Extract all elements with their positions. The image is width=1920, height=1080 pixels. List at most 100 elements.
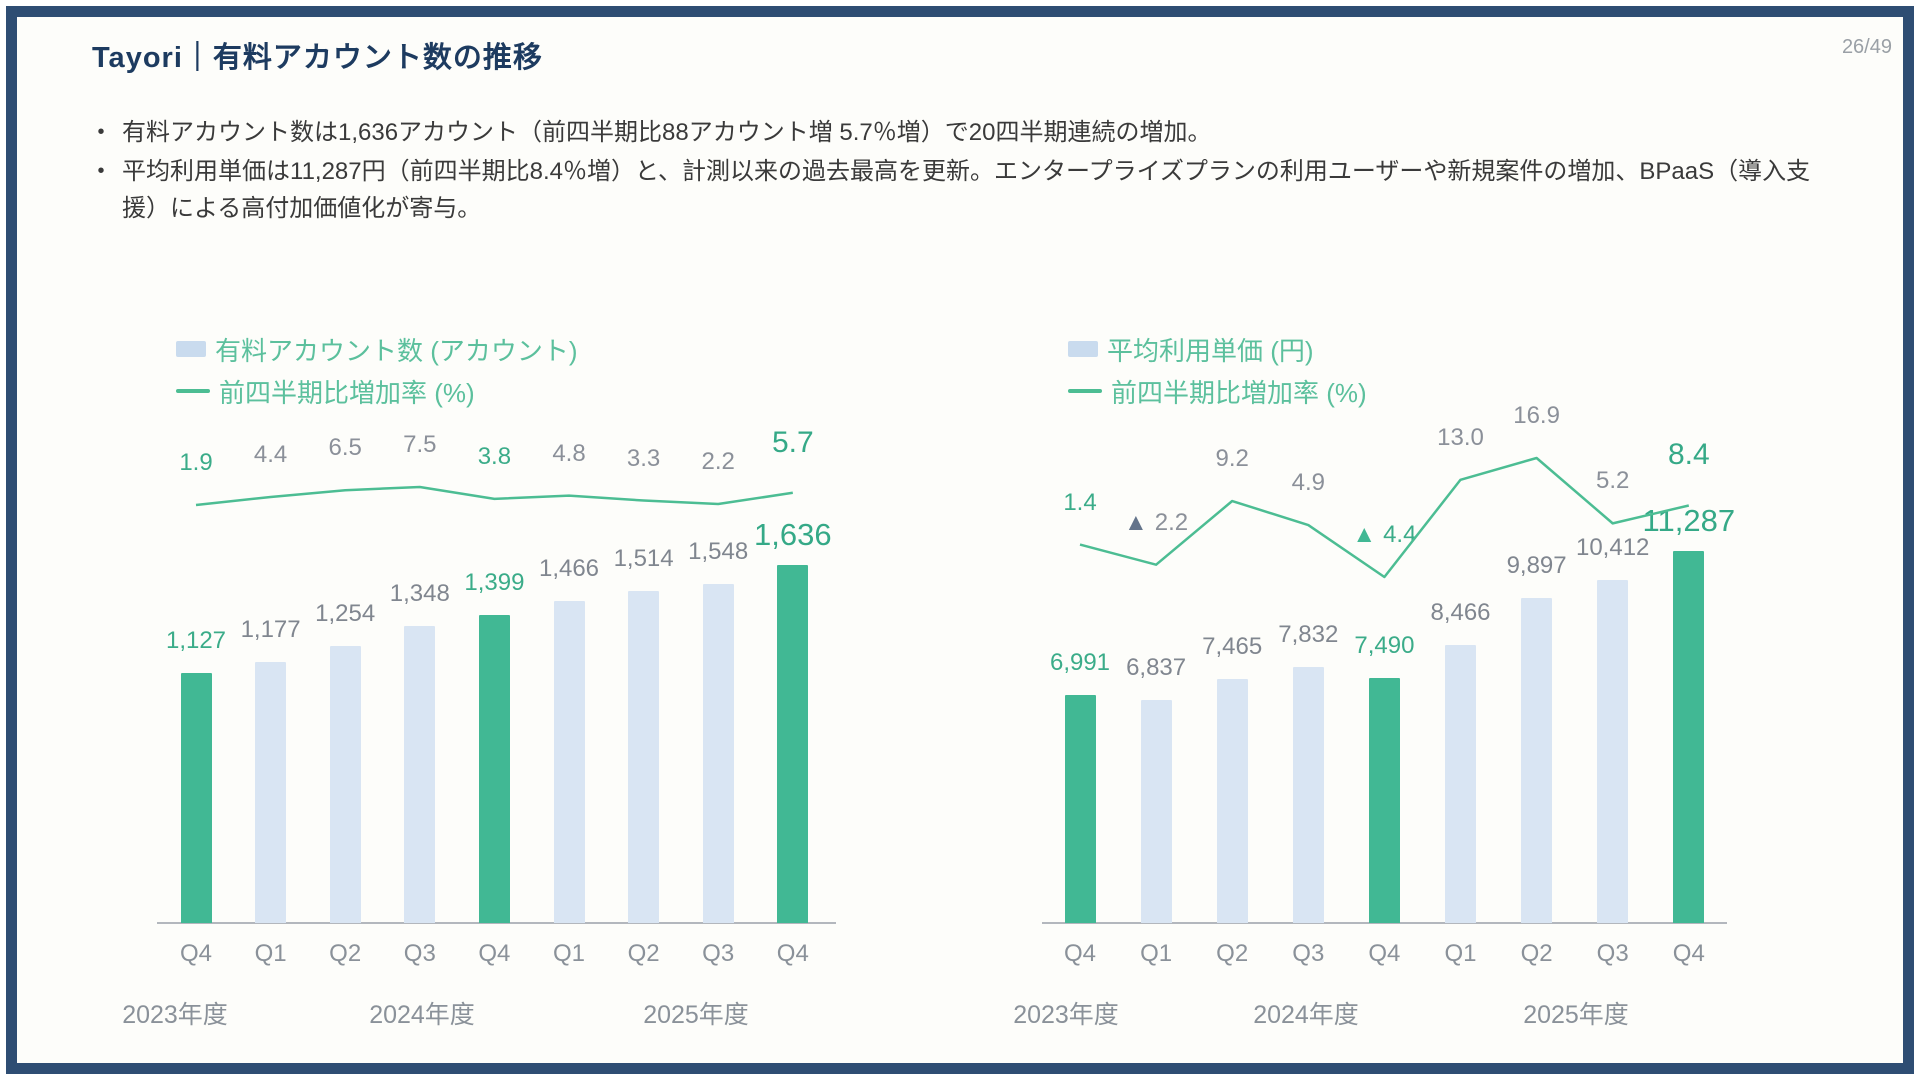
legend-label: 平均利用単価 (円) bbox=[1107, 335, 1314, 366]
price-bar-Q1 bbox=[1140, 700, 1172, 923]
accounts-bar-Q1 bbox=[255, 662, 287, 923]
price-bar-value: 8,466 bbox=[1430, 599, 1491, 627]
accounts-quarter-label: Q2 bbox=[627, 940, 660, 967]
legend-label: 有料アカウント数 (アカウント) bbox=[215, 335, 578, 366]
accounts-bar-value: 1,548 bbox=[688, 537, 749, 565]
accounts-bar-Q4 bbox=[180, 673, 212, 923]
accounts-year-label: 2024年度 bbox=[369, 1001, 475, 1029]
price-growth-value: 16.9 bbox=[1513, 402, 1560, 430]
price-bar-Q4 bbox=[1368, 678, 1400, 923]
growth-value-text: 8.4 bbox=[1667, 438, 1710, 472]
accounts-bar-value: 1,348 bbox=[389, 580, 450, 608]
price-quarter-label: Q3 bbox=[1292, 940, 1325, 967]
negative-triangle-icon: ▲ bbox=[1124, 508, 1148, 536]
price-quarter-label: Q4 bbox=[1063, 940, 1097, 967]
price-bar-Q3 bbox=[1292, 666, 1324, 923]
price-quarter-label: Q3 bbox=[1596, 940, 1629, 967]
price-year-label: 2023年度 bbox=[1013, 1001, 1119, 1029]
price-growth-value: ▲ 2.2 bbox=[1124, 509, 1188, 537]
accounts-bar-value: 1,514 bbox=[613, 544, 674, 572]
price-x-axis bbox=[1042, 922, 1727, 924]
accounts-bar-value: 1,254 bbox=[315, 600, 376, 628]
accounts-bar-Q3 bbox=[702, 583, 734, 923]
price-year-label: 2025年度 bbox=[1523, 1001, 1629, 1029]
legend-row: 平均利用単価 (円) bbox=[1068, 328, 1367, 370]
growth-value-text: 4.8 bbox=[552, 439, 586, 467]
accounts-year-label: 2023年度 bbox=[122, 1001, 228, 1029]
price-growth-value: 8.4 bbox=[1668, 438, 1710, 472]
accounts-bar-Q3 bbox=[404, 626, 436, 923]
legend-line-swatch bbox=[176, 389, 210, 393]
growth-value-text: 16.9 bbox=[1513, 402, 1560, 429]
growth-value-text: 6.5 bbox=[328, 434, 362, 462]
accounts-bar-Q4 bbox=[777, 565, 809, 923]
growth-value-text: 4.4 bbox=[253, 440, 288, 468]
growth-value-text: 1.4 bbox=[1063, 488, 1097, 516]
growth-value-text: 1.9 bbox=[179, 449, 213, 476]
growth-value-text: 2.2 bbox=[701, 448, 735, 476]
bullet-list: • 有料アカウント数は1,636アカウント（前四半期比88アカウント増 5.7％… bbox=[92, 114, 1832, 229]
price-bar-value: 6,991 bbox=[1049, 648, 1111, 676]
legend-row: 有料アカウント数 (アカウント) bbox=[176, 328, 578, 370]
accounts-quarter-label: Q1 bbox=[254, 940, 287, 967]
accounts-quarter-label: Q3 bbox=[403, 940, 436, 967]
bullet-item: • 平均利用単価は11,287円（前四半期比8.4％増）と、計測以来の過去最高を… bbox=[92, 153, 1832, 227]
price-bar-value: 7,465 bbox=[1202, 632, 1263, 660]
accounts-bar-value: 1,636 bbox=[754, 517, 832, 552]
accounts-growth-value: 4.8 bbox=[552, 440, 585, 468]
accounts-growth-value: 3.8 bbox=[478, 443, 511, 471]
bullet-marker-icon: • bbox=[97, 160, 105, 182]
accounts-bar-Q1 bbox=[553, 601, 585, 923]
negative-triangle-icon: ▲ bbox=[1352, 521, 1377, 548]
accounts-bar-value: 1,466 bbox=[538, 555, 600, 583]
bullet-text: 平均利用単価は11,287円（前四半期比8.4％増）と、計測以来の過去最高を更新… bbox=[122, 158, 1811, 222]
accounts-growth-value: 6.5 bbox=[329, 434, 362, 462]
growth-value-text: 9.2 bbox=[1215, 445, 1249, 473]
growth-value-text: 4.4 bbox=[1383, 521, 1417, 548]
price-bar-value: 7,490 bbox=[1354, 632, 1415, 660]
price-growth-value: 1.4 bbox=[1063, 489, 1096, 517]
legend-bar-swatch bbox=[176, 341, 206, 357]
accounts-quarter-label: Q3 bbox=[702, 940, 735, 967]
legend-row: 前四半期比増加率 (%) bbox=[1068, 370, 1367, 412]
price-bar-Q3 bbox=[1597, 580, 1629, 923]
price-growth-value: 9.2 bbox=[1216, 445, 1249, 473]
price-year-label: 2024年度 bbox=[1253, 1001, 1359, 1029]
growth-value-text: 7.5 bbox=[403, 431, 437, 458]
growth-value-text: 5.2 bbox=[1596, 467, 1630, 495]
price-bar-Q4 bbox=[1064, 694, 1096, 923]
legend-line-swatch bbox=[1068, 389, 1102, 393]
page-title: Tayori｜有料アカウント数の推移 bbox=[92, 42, 543, 74]
price-growth-value: 5.2 bbox=[1596, 467, 1629, 495]
accounts-bar-Q2 bbox=[329, 646, 361, 923]
growth-value-text: 4.9 bbox=[1291, 469, 1325, 497]
accounts-quarter-label: Q4 bbox=[478, 940, 511, 967]
bullet-text: 有料アカウント数は1,636アカウント（前四半期比88アカウント増 5.7％増）… bbox=[122, 119, 1212, 146]
price-bar-Q4 bbox=[1673, 551, 1705, 923]
accounts-quarter-label: Q4 bbox=[776, 940, 809, 967]
accounts-x-axis bbox=[157, 922, 836, 924]
growth-value-text: 13.0 bbox=[1437, 423, 1484, 451]
growth-value-text: 3.3 bbox=[626, 444, 661, 472]
accounts-bar-value: 1,399 bbox=[464, 569, 525, 597]
legend-row: 前四半期比増加率 (%) bbox=[176, 370, 578, 412]
legend-label: 前四半期比増加率 (%) bbox=[1111, 377, 1367, 408]
price-bar-value: 6,837 bbox=[1126, 654, 1187, 681]
price-bar-Q2 bbox=[1521, 597, 1553, 923]
accounts-quarter-label: Q4 bbox=[179, 940, 213, 967]
accounts-growth-value: 5.7 bbox=[772, 426, 814, 460]
growth-value-text: 5.7 bbox=[771, 425, 814, 459]
price-growth-value: 4.9 bbox=[1292, 469, 1325, 497]
accounts-growth-value: 3.3 bbox=[627, 445, 660, 473]
accounts-year-label: 2025年度 bbox=[643, 1001, 749, 1029]
accounts-growth-value: 7.5 bbox=[403, 431, 436, 459]
growth-value-text: 2.2 bbox=[1154, 508, 1189, 536]
accounts-growth-value: 4.4 bbox=[254, 441, 287, 469]
accounts-bar-Q2 bbox=[628, 590, 660, 923]
price-quarter-label: Q1 bbox=[1444, 940, 1477, 967]
bullet-item: • 有料アカウント数は1,636アカウント（前四半期比88アカウント増 5.7％… bbox=[92, 114, 1832, 151]
price-growth-value: 13.0 bbox=[1437, 424, 1484, 452]
legend-bar-swatch bbox=[1068, 341, 1098, 357]
